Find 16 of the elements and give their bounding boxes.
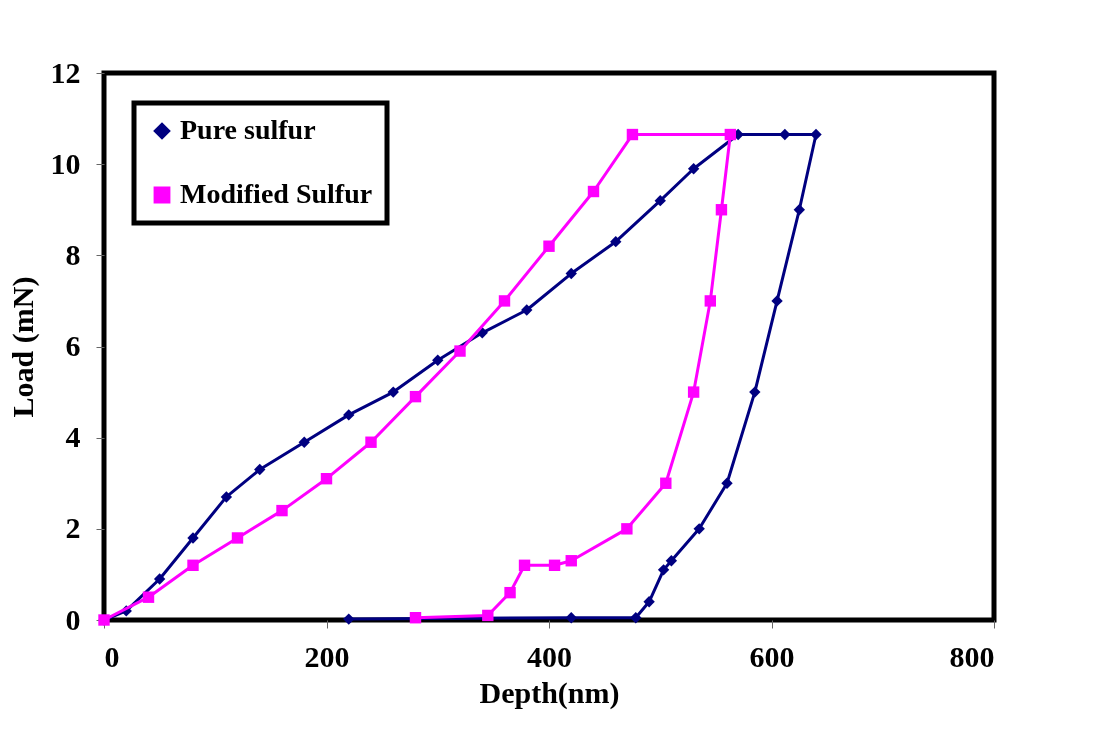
legend-label: Modified Sulfur: [180, 178, 373, 209]
y-tick-label: 10: [50, 146, 81, 180]
x-tick-label: 400: [527, 639, 572, 673]
y-tick-label: 6: [65, 329, 81, 362]
x-tick-label: 200: [304, 639, 350, 673]
y-tick-label: 2: [65, 511, 81, 545]
legend-label: Pure sulfur: [180, 114, 316, 145]
x-tick-label: 800: [949, 639, 995, 673]
y-axis-title: Load (mN): [5, 276, 40, 418]
x-tick-label: 0: [104, 639, 120, 673]
y-tick-label: 0: [65, 602, 81, 636]
y-tick-label: 4: [65, 420, 81, 454]
y-tick-label: 12: [50, 55, 81, 89]
x-axis-title: Depth(nm): [479, 675, 620, 710]
y-tick-label: 8: [65, 237, 81, 271]
x-tick-label: 600: [749, 639, 795, 673]
